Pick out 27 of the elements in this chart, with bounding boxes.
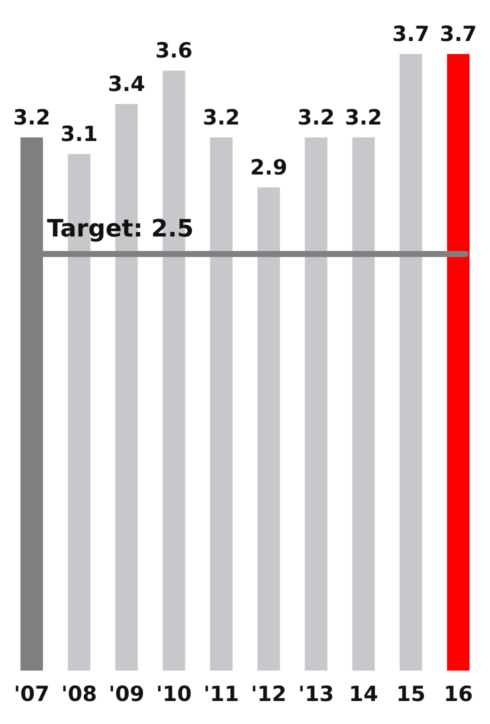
data-label: 3.2 [13,105,50,130]
data-label: 3.6 [155,38,192,63]
data-label: 3.1 [60,122,98,146]
data-label: 3.2 [202,105,240,130]
x-tick-label: '10 [156,682,192,706]
x-tick-label: '09 [108,682,144,706]
bar [257,187,280,671]
x-tick-label: '07 [14,682,50,706]
x-tick-label: 14 [348,682,378,706]
x-tick-label: '12 [250,682,287,706]
x-tick-label: '08 [61,682,97,706]
data-label: 3.4 [108,72,146,96]
x-tick-label: '13 [298,682,334,706]
x-tick-label: '11 [203,682,240,706]
data-label: 3.2 [344,105,382,130]
bar [210,137,233,671]
bar [447,54,470,671]
ref-line-label: Target: 2.5 [46,214,194,242]
bar [304,137,328,671]
data-label: 3.7 [392,22,430,46]
bar [400,54,422,671]
x-tick-label: 16 [444,682,473,706]
data-label: 2.9 [250,155,288,180]
bar [352,137,375,671]
x-tick-label: 15 [396,682,426,706]
data-label: 3.7 [440,22,477,46]
data-label: 3.2 [298,105,335,130]
